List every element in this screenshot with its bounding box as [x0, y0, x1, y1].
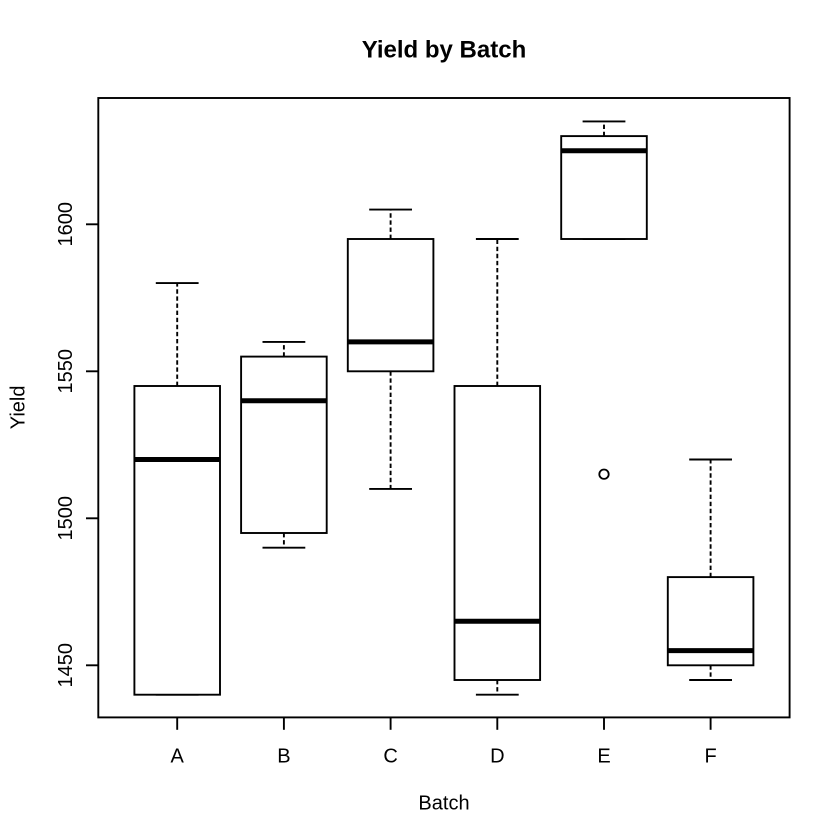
svg-text:B: B — [277, 746, 290, 768]
svg-text:1500: 1500 — [55, 496, 77, 541]
svg-text:1550: 1550 — [55, 349, 77, 394]
svg-text:A: A — [171, 746, 185, 768]
svg-text:1600: 1600 — [55, 202, 77, 247]
svg-text:C: C — [383, 746, 397, 768]
svg-text:D: D — [490, 746, 504, 768]
svg-text:F: F — [704, 746, 716, 768]
svg-text:1450: 1450 — [55, 643, 77, 688]
svg-text:Batch: Batch — [418, 792, 469, 814]
svg-text:Yield: Yield — [7, 386, 29, 430]
svg-text:E: E — [597, 746, 610, 768]
svg-text:Yield by Batch: Yield by Batch — [362, 37, 526, 64]
